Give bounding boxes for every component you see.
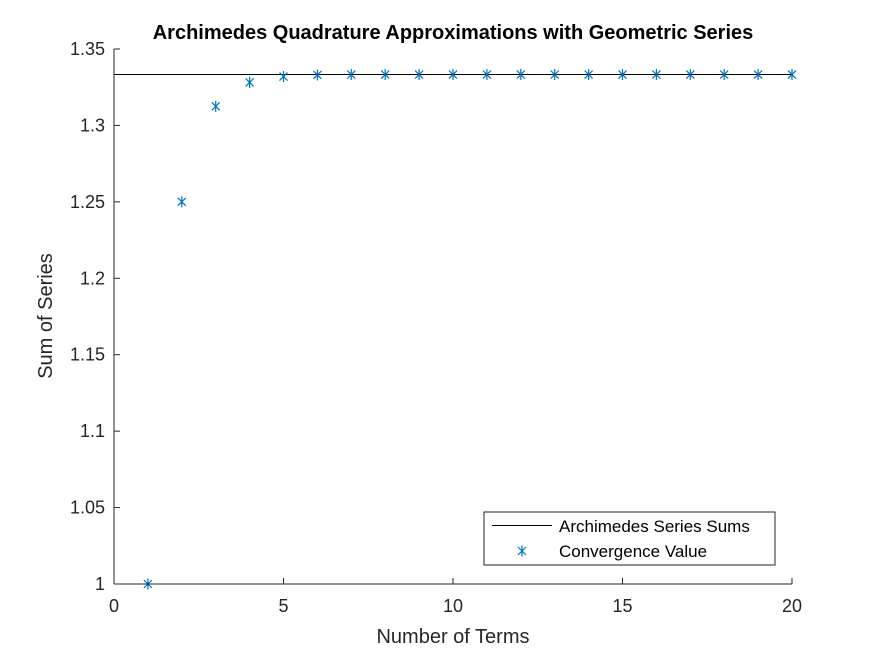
x-tick-label: 15 bbox=[612, 596, 632, 616]
x-tick-label: 10 bbox=[443, 596, 463, 616]
data-point bbox=[753, 69, 763, 81]
y-tick-label: 1.35 bbox=[70, 39, 105, 59]
y-tick-label: 1.2 bbox=[80, 268, 105, 288]
y-tick-label: 1.05 bbox=[70, 498, 105, 518]
x-tick-label: 5 bbox=[278, 596, 288, 616]
data-point bbox=[584, 69, 594, 81]
y-ticks: 1 1.05 1.1 1.15 1.2 1.25 1.3 1.35 bbox=[70, 39, 120, 594]
data-point bbox=[211, 100, 221, 112]
data-point bbox=[312, 69, 322, 81]
data-point bbox=[448, 69, 458, 81]
y-axis-label: Sum of Series bbox=[35, 253, 57, 379]
legend-label-series-sums: Archimedes Series Sums bbox=[559, 517, 750, 536]
data-point bbox=[177, 196, 187, 208]
chart-title: Archimedes Quadrature Approximations wit… bbox=[153, 22, 754, 44]
y-tick-label: 1 bbox=[95, 574, 105, 594]
data-point bbox=[550, 69, 560, 81]
legend-label-convergence: Convergence Value bbox=[559, 542, 707, 561]
x-tick-label: 20 bbox=[782, 596, 802, 616]
data-point bbox=[787, 69, 797, 81]
x-axis-label: Number of Terms bbox=[376, 626, 529, 648]
legend: Archimedes Series Sums Convergence Value bbox=[483, 511, 776, 566]
y-tick-label: 1.3 bbox=[80, 115, 105, 135]
data-point bbox=[516, 69, 526, 81]
y-tick-label: 1.25 bbox=[70, 192, 105, 212]
data-point bbox=[380, 69, 390, 81]
x-tick-label: 0 bbox=[109, 596, 119, 616]
data-point bbox=[414, 69, 424, 81]
data-point bbox=[279, 71, 288, 83]
data-point bbox=[482, 69, 492, 81]
plot-area bbox=[114, 49, 792, 584]
legend-box bbox=[483, 511, 776, 566]
data-point bbox=[618, 69, 627, 81]
data-point bbox=[245, 76, 255, 88]
data-point bbox=[685, 69, 695, 81]
data-point bbox=[719, 69, 729, 81]
legend-marker-asterisk bbox=[517, 545, 527, 557]
x-ticks: 0 5 10 15 20 bbox=[109, 578, 802, 616]
legend-marker-swatch bbox=[517, 545, 527, 557]
y-tick-label: 1.1 bbox=[80, 421, 105, 441]
data-point bbox=[346, 69, 356, 81]
y-tick-label: 1.15 bbox=[70, 345, 105, 365]
series-layer bbox=[114, 69, 797, 590]
data-point bbox=[651, 69, 661, 81]
